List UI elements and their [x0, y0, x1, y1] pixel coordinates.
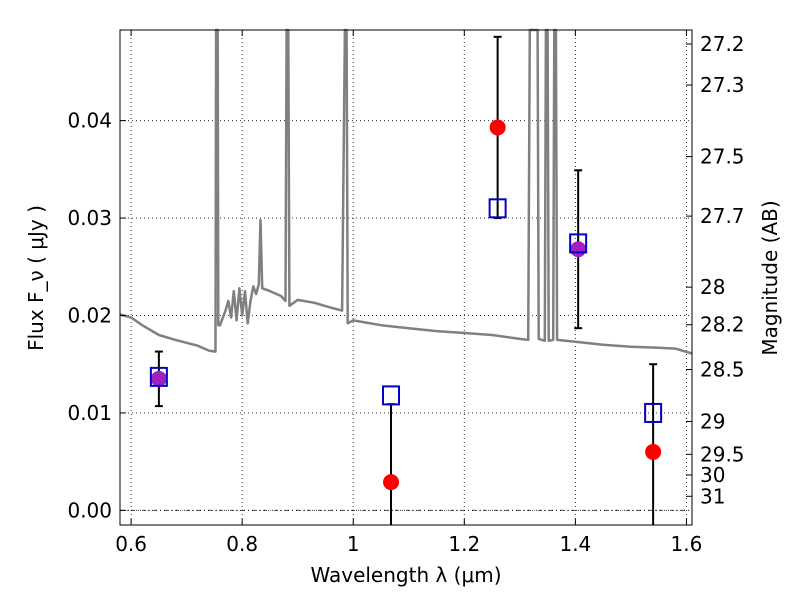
right-tick-label: 27.7 [700, 204, 745, 228]
right-tick-label: 27.3 [700, 73, 745, 97]
observed-point [489, 119, 506, 136]
x-tick-label: 1 [347, 532, 360, 556]
y-tick-label: 0.00 [67, 498, 112, 522]
y-axis-label: Flux F_ν ( μJy ) [24, 205, 48, 351]
model-point [569, 233, 588, 254]
right-tick-label: 29 [700, 410, 725, 434]
x-tick-label: 0.6 [115, 532, 147, 556]
model-point [382, 385, 401, 406]
right-tick-label: 28 [700, 275, 725, 299]
model-point [149, 366, 168, 387]
x-axis-label: Wavelength λ (μm) [310, 563, 501, 587]
y-tick-label: 0.03 [67, 206, 112, 230]
y-tick-label: 0.02 [67, 304, 112, 328]
y-tick-label: 0.01 [67, 401, 112, 425]
right-tick-label: 27.5 [700, 145, 745, 169]
x-tick-label: 1.4 [559, 532, 591, 556]
x-tick-label: 1.2 [448, 532, 480, 556]
observed-point [570, 241, 587, 258]
right-tick-label: 28.2 [700, 313, 745, 337]
model-points [149, 198, 663, 423]
x-tick-label: 1.6 [671, 532, 703, 556]
right-axis-label: Magnitude (AB) [758, 200, 782, 355]
right-tick-label: 29.5 [700, 442, 745, 466]
observed-point [150, 370, 167, 387]
model-point [644, 402, 663, 423]
observed-point [383, 474, 400, 491]
template-sed-line [119, 28, 693, 355]
y-tick-label: 0.04 [67, 109, 112, 133]
observed-point [645, 443, 662, 460]
plot-frame [119, 29, 693, 526]
right-tick-label: 31 [700, 484, 725, 508]
template-spectrum [119, 28, 693, 355]
right-tick-label: 30 [700, 463, 725, 487]
error-bars [154, 35, 658, 525]
axes: 0.6 0.8 1 1.2 1.4 1.6 0.00 0.01 0.02 0.03 0.04 27.2… [67, 30, 745, 556]
gridlines [120, 30, 692, 525]
right-tick-label: 27.2 [700, 32, 745, 56]
right-tick-label: 28.5 [700, 358, 745, 382]
x-tick-label: 0.8 [226, 532, 258, 556]
model-point [488, 198, 507, 219]
